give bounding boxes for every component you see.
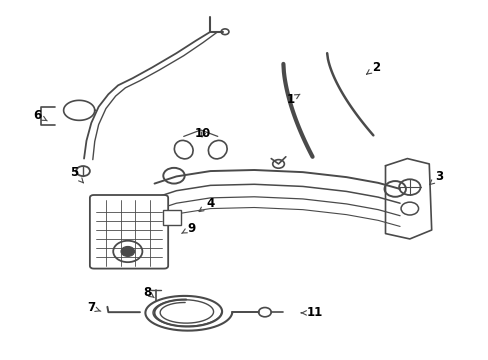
Text: 11: 11 xyxy=(301,306,323,319)
Text: 8: 8 xyxy=(143,286,154,299)
Text: 2: 2 xyxy=(366,61,379,74)
Text: 9: 9 xyxy=(181,222,195,235)
Ellipse shape xyxy=(174,140,193,159)
Bar xyxy=(163,210,181,225)
FancyBboxPatch shape xyxy=(90,195,168,269)
Text: 7: 7 xyxy=(87,301,101,314)
Text: 4: 4 xyxy=(199,197,214,212)
Text: 6: 6 xyxy=(34,109,47,122)
Text: 1: 1 xyxy=(286,93,299,106)
Text: 3: 3 xyxy=(429,170,442,185)
Text: 10: 10 xyxy=(195,127,211,140)
Ellipse shape xyxy=(208,140,226,159)
Text: 5: 5 xyxy=(70,166,83,183)
Circle shape xyxy=(121,247,134,256)
